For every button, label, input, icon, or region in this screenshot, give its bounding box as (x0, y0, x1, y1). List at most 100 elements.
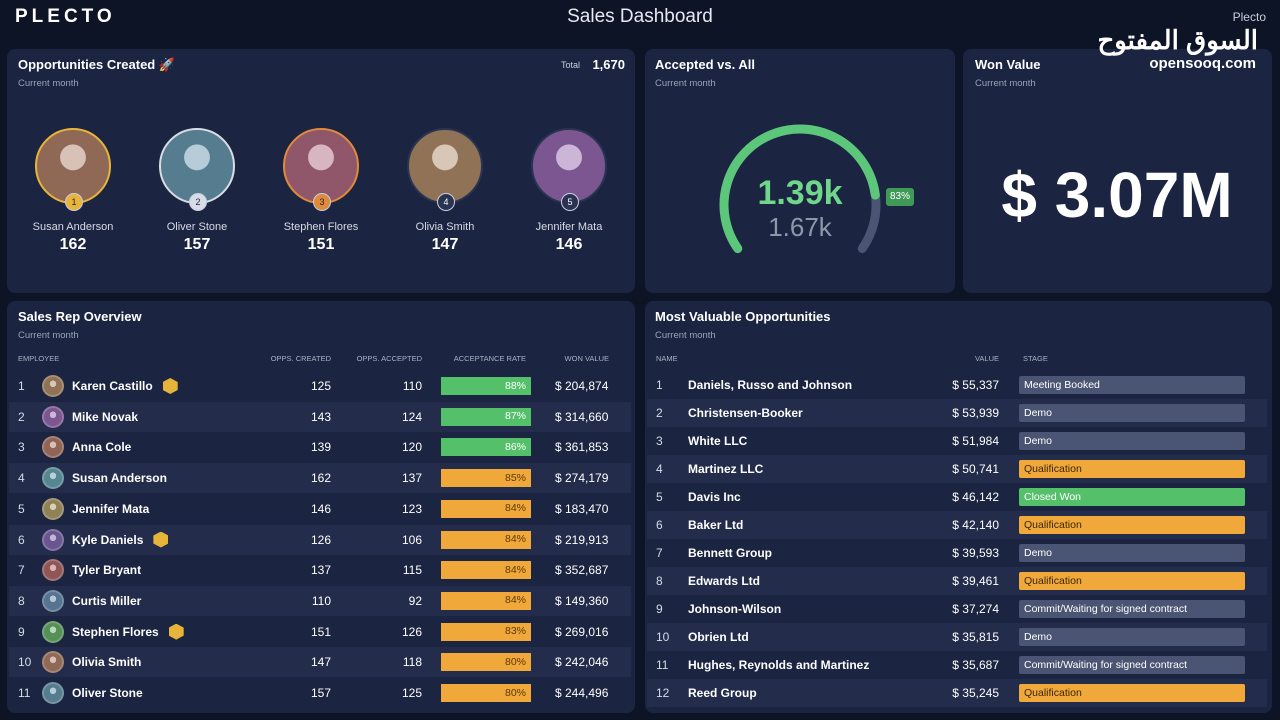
person-name: Susan Anderson (32, 221, 114, 233)
rate-bar (441, 530, 531, 549)
opps-accepted: 123 (401, 501, 422, 516)
employee-name: Anna Cole (72, 440, 132, 455)
avatar (42, 375, 64, 397)
avatar (42, 589, 64, 612)
opportunity-value: $ 50,741 (952, 462, 999, 476)
stage-label: Commit/Waiting for signed contract (1024, 602, 1188, 615)
employee-name: Stephen Flores (72, 624, 159, 639)
logo: PLECTO (15, 6, 116, 27)
stage-bar (1019, 488, 1245, 506)
watermark: السوق المفتوح (1097, 25, 1258, 55)
acceptance-rate: 85% (504, 471, 526, 484)
avatar (42, 682, 64, 704)
opps-created: 110 (311, 593, 331, 608)
won-value: $ 204,874 (555, 379, 609, 393)
opportunity-name: White LLC (688, 434, 748, 448)
opportunity-value: $ 35,687 (952, 658, 999, 672)
gauge-total: 1.67k (768, 212, 832, 242)
won-value: $ 183,470 (555, 501, 609, 516)
rate-bar (441, 377, 531, 395)
column-header: EMPLOYEE (18, 353, 60, 363)
panel-title: Won Value (975, 57, 1041, 72)
won-value: $ 352,687 (555, 563, 609, 578)
column-header: STAGE (1023, 353, 1048, 363)
stage-label: Qualification (1024, 518, 1082, 531)
stage-bar (1019, 600, 1245, 618)
total-value: 1,670 (592, 57, 625, 72)
row-rank: 10 (18, 655, 32, 670)
avatar (42, 651, 64, 674)
opps-created: 143 (310, 409, 331, 424)
stage-label: Demo (1024, 546, 1053, 559)
rate-bar (441, 499, 531, 518)
opportunity-name: Hughes, Reynolds and Martinez (688, 658, 870, 672)
row-rank: 6 (18, 532, 25, 547)
rate-bar (441, 438, 531, 457)
rate-bar (441, 653, 531, 672)
opps-created: 125 (310, 379, 331, 393)
opportunity-name: Reed Group (688, 686, 757, 700)
gauge-arc (719, 124, 880, 254)
rate-bar (441, 469, 531, 488)
acceptance-rate: 84% (504, 502, 526, 515)
won-value: $ 244,496 (555, 686, 609, 700)
stage-bar (1019, 432, 1245, 450)
rank-badge: 1 (65, 193, 83, 211)
avatar (159, 128, 235, 204)
avatar (42, 467, 64, 490)
opportunity-value: $ 46,142 (952, 490, 999, 504)
column-header: OPPS. CREATED (270, 353, 331, 363)
stage-bar (1019, 404, 1245, 422)
won-value: $ 149,360 (555, 593, 609, 608)
row-rank: 11 (656, 658, 669, 672)
employee-name: Tyler Bryant (72, 563, 142, 578)
avatar (42, 528, 64, 551)
panel-subtitle: Current month (655, 77, 716, 89)
opps-created: 139 (310, 440, 331, 455)
employee-name: Kyle Daniels (72, 532, 144, 547)
acceptance-rate: 84% (504, 594, 526, 607)
person-name: Oliver Stone (166, 221, 228, 233)
person-name: Stephen Flores (283, 221, 359, 233)
corner-label: Plecto (1232, 10, 1266, 24)
rate-bar (441, 561, 531, 580)
employee-name: Curtis Miller (72, 593, 142, 608)
acceptance-rate: 80% (504, 686, 526, 699)
won-value: $ 269,016 (555, 624, 609, 639)
acceptance-rate: 84% (504, 533, 526, 545)
avatar (42, 497, 64, 520)
stage-label: Qualification (1024, 686, 1082, 699)
column-header: VALUE (974, 353, 999, 363)
avatar (42, 405, 64, 428)
avatar (42, 559, 64, 582)
column-header: WON VALUE (564, 353, 609, 363)
person-value: 147 (431, 236, 459, 253)
row-rank: 1 (18, 379, 25, 393)
panel-subtitle: Current month (655, 329, 716, 341)
stage-label: Qualification (1024, 462, 1082, 475)
opportunity-name: Christensen-Booker (688, 406, 803, 420)
row-rank: 12 (656, 686, 670, 700)
rank-badge: 4 (437, 193, 455, 211)
row-rank: 9 (656, 602, 663, 616)
row-rank: 2 (656, 406, 663, 420)
acceptance-rate: 87% (504, 410, 526, 423)
opps-accepted: 125 (401, 686, 422, 700)
panel-title: Accepted vs. All (655, 57, 755, 72)
stage-label: Demo (1024, 406, 1053, 419)
panel-subtitle: Current month (18, 329, 79, 341)
rate-bar (441, 684, 531, 702)
stage-bar (1019, 628, 1245, 646)
row-rank: 7 (656, 546, 663, 560)
opportunity-value: $ 42,140 (952, 518, 999, 532)
accepted-panel (645, 49, 955, 293)
stage-bar (1019, 460, 1245, 478)
won-value: $ 3.07M (1001, 159, 1233, 231)
opportunity-value: $ 55,337 (952, 378, 999, 392)
panel-title: Sales Rep Overview (18, 309, 142, 324)
rate-bar (441, 591, 531, 610)
opps-accepted: 120 (401, 440, 422, 455)
opps-accepted: 124 (401, 409, 422, 424)
stage-label: Qualification (1024, 574, 1082, 587)
row-rank: 6 (656, 518, 663, 532)
